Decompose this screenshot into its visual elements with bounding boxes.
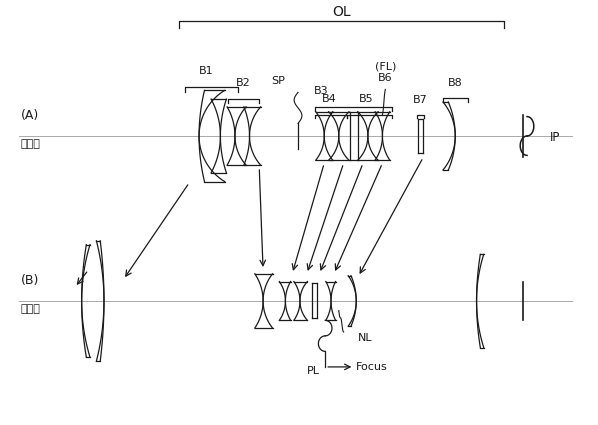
Text: B1: B1	[199, 66, 213, 76]
Text: NL: NL	[358, 333, 373, 343]
Text: B5: B5	[359, 94, 373, 104]
Text: 広角端: 広角端	[20, 139, 41, 149]
Text: (A): (A)	[20, 109, 39, 122]
Text: OL: OL	[332, 5, 350, 19]
Text: B3: B3	[314, 86, 329, 96]
Text: B4: B4	[322, 94, 337, 104]
Text: SP: SP	[271, 76, 286, 85]
Text: PL: PL	[307, 366, 320, 376]
Text: IP: IP	[550, 131, 561, 144]
Text: (B): (B)	[20, 275, 39, 287]
Text: Focus: Focus	[356, 362, 388, 372]
Text: 望遠端: 望遠端	[20, 304, 41, 314]
Text: B8: B8	[448, 79, 463, 88]
Text: B7: B7	[413, 95, 428, 105]
Text: B6: B6	[378, 73, 393, 82]
Text: (FL): (FL)	[375, 62, 396, 72]
Text: B2: B2	[236, 79, 251, 88]
